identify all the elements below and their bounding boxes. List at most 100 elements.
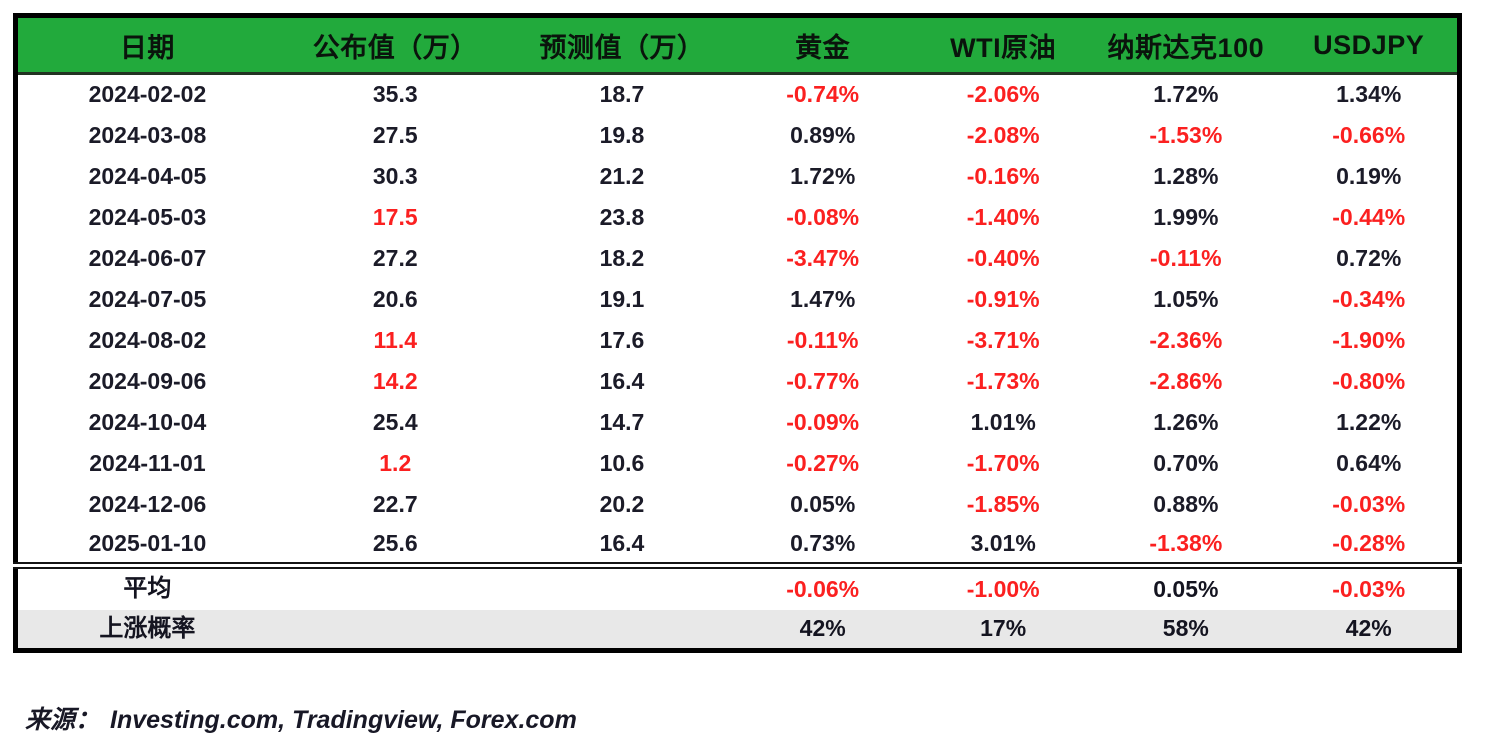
header-wti: WTI原油 [915,15,1092,75]
cell-published [276,562,514,610]
table-row: 2024-09-06 14.2 16.4 -0.77% -1.73% -2.86% -0.8… [16,361,1460,402]
table-row: 2024-05-03 17.5 23.8 -0.08% -1.40% 1.99% -0.44… [16,197,1460,238]
cell-date: 2024-12-06 [88,490,207,517]
cell-wti: -1.00% [915,562,1092,610]
cell-published [276,609,514,651]
cell-published: 11.4 [373,326,418,353]
cell-forecast: 20.2 [599,490,645,517]
cell-nasdaq: -2.36% [1149,326,1223,353]
cell-wti: -3.71% [966,326,1040,353]
cell-wti: -2.08% [966,121,1040,148]
cell-gold: -0.06% [730,562,916,610]
cell-published: 27.2 [372,244,418,271]
cell-published: 27.5 [372,121,418,148]
cell-forecast: 18.7 [599,81,645,108]
cell-usdjpy: -0.44% [1332,203,1406,230]
cell-usdjpy: 1.22% [1336,408,1402,435]
cell-forecast: 14.7 [599,408,645,435]
header-nasdaq: 纳斯达克100 [1091,15,1281,75]
cell-nasdaq: 1.26% [1153,408,1219,435]
cell-usdjpy: -1.90% [1332,326,1406,353]
cell-gold: 1.72% [790,162,856,189]
cell-gold: 1.47% [790,285,856,312]
cell-usdjpy: 42% [1280,609,1460,651]
source-list: Investing.com, Tradingview, Forex.com [110,706,577,734]
header-gold: 黄金 [730,15,916,75]
average-row: 平均 -0.06% -1.00% 0.05% -0.03% [15,562,1460,610]
cell-gold: -0.27% [786,449,860,476]
data-table: 日期 公布值（万） 预测值（万） 黄金 WTI原油 纳斯达克100 USDJPY 2024-… [13,13,1462,653]
table-row: 2025-01-10 25.6 16.4 0.73% 3.01% -1.38% -0.28% [16,525,1460,566]
cell-forecast: 16.4 [599,529,645,556]
cell-published: 22.7 [372,490,418,517]
cell-date: 2024-07-05 [88,285,207,312]
cell-forecast: 23.8 [599,203,645,230]
cell-gold: 0.89% [790,121,856,148]
cell-wti: -1.73% [966,367,1040,394]
table-row: 2024-11-01 1.2 10.6 -0.27% -1.70% 0.70% 0.64% [16,443,1460,484]
cell-published: 1.2 [379,449,412,476]
header-forecast: 预测值（万） [513,15,731,75]
cell-usdjpy: 0.72% [1336,244,1402,271]
cell-nasdaq: -1.53% [1149,121,1223,148]
table-row: 2024-03-08 27.5 19.8 0.89% -2.08% -1.53% -0.66… [16,115,1460,156]
cell-gold: 0.05% [790,490,856,517]
cell-wti: -1.70% [966,449,1040,476]
cell-usdjpy: 0.19% [1336,162,1402,189]
cell-forecast: 16.4 [599,367,645,394]
cell-date: 2025-01-10 [88,529,207,556]
cell-gold: -0.11% [786,326,859,353]
probability-row: 上涨概率 42% 17% 58% 42% [15,609,1460,651]
cell-date: 2024-02-02 [88,81,207,108]
cell-forecast: 18.2 [599,244,645,271]
cell-published: 25.4 [372,408,418,435]
cell-wti: 17% [915,609,1092,651]
table-header: 日期 公布值（万） 预测值（万） 黄金 WTI原油 纳斯达克100 USDJPY [15,15,1460,75]
cell-forecast: 17.6 [599,326,645,353]
cell-date: 2024-09-06 [88,367,207,394]
cell-wti: -2.06% [966,81,1040,108]
cell-forecast [513,562,731,610]
cell-gold: -0.09% [786,408,860,435]
cell-forecast: 10.6 [599,449,645,476]
cell-usdjpy: 0.64% [1336,449,1402,476]
cell-nasdaq: 0.05% [1091,562,1281,610]
cell-published: 17.5 [372,203,418,230]
probability-label: 上涨概率 [15,609,277,651]
cell-gold: -0.08% [786,203,860,230]
cell-forecast: 19.8 [599,121,645,148]
cell-gold: -0.77% [786,367,860,394]
cell-nasdaq: -0.11% [1150,244,1222,271]
cell-wti: 3.01% [970,529,1036,556]
cell-usdjpy: -0.66% [1332,121,1406,148]
cell-forecast [513,609,731,651]
source-label: 来源： [25,706,101,734]
cell-wti: -1.85% [966,490,1040,517]
cell-date: 2024-10-04 [88,408,207,435]
cell-date: 2024-11-01 [89,449,206,476]
header-published: 公布值（万） [276,15,514,75]
cell-nasdaq: 1.72% [1153,81,1219,108]
cell-published: 20.6 [372,285,418,312]
table-row: 2024-07-05 20.6 19.1 1.47% -0.91% 1.05% -0.34% [16,279,1460,320]
cell-wti: -0.40% [966,244,1040,271]
cell-nasdaq: 0.88% [1153,490,1219,517]
header-date: 日期 [15,15,277,75]
table-row: 2024-04-05 30.3 21.2 1.72% -0.16% 1.28% 0.19% [16,156,1460,197]
cell-wti: -0.91% [966,285,1040,312]
table-row: 2024-10-04 25.4 14.7 -0.09% 1.01% 1.26% 1.22% [16,402,1460,443]
cell-usdjpy: -0.80% [1332,367,1406,394]
cell-gold: 42% [730,609,916,651]
cell-usdjpy: -0.03% [1332,490,1406,517]
cell-published: 25.6 [372,529,418,556]
cell-date: 2024-06-07 [88,244,207,271]
table-row: 2024-12-06 22.7 20.2 0.05% -1.85% 0.88% -0.03% [16,484,1460,525]
cell-date: 2024-05-03 [88,203,207,230]
average-label: 平均 [15,562,277,610]
cell-published: 14.2 [372,367,418,394]
table-row: 2024-06-07 27.2 18.2 -3.47% -0.40% -0.11% 0.72… [16,238,1460,279]
cell-nasdaq: 1.28% [1153,162,1219,189]
cell-usdjpy: -0.03% [1280,562,1460,610]
cell-nasdaq: 0.70% [1153,449,1219,476]
cell-gold: -3.47% [786,244,860,271]
